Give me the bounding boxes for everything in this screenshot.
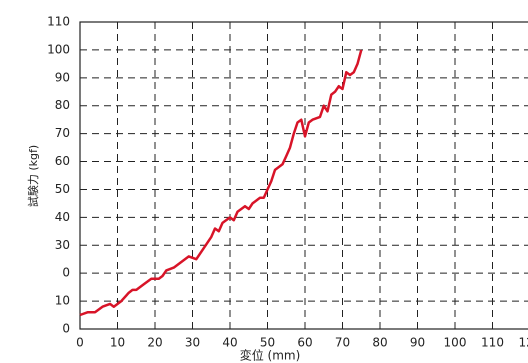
y-tick-label: 100 [47,42,70,56]
y-tick-label: 0 [62,266,70,280]
y-tick-label: 80 [55,98,70,112]
x-tick-label: 10 [110,336,125,350]
x-tick-label: 60 [297,336,312,350]
x-tick-label: 70 [335,336,350,350]
x-tick-label: 0 [76,336,84,350]
x-tick-label: 50 [260,336,275,350]
x-tick-label: 30 [185,336,200,350]
y-tick-label: 40 [55,210,70,224]
y-tick-label: 0 [62,322,70,336]
y-tick-label: 90 [55,70,70,84]
y-tick-label: 70 [55,126,70,140]
y-axis-title: 試験力 (kgf) [26,145,40,207]
y-tick-label: 30 [55,238,70,252]
x-tick-label: 80 [372,336,387,350]
x-tick-label: 90 [410,336,425,350]
x-axis-title: 変位 (mm) [240,348,301,363]
y-tick-label: 110 [47,15,70,29]
y-tick-label: 10 [55,294,70,308]
data-line [79,49,363,317]
y-tick-label: 60 [55,154,70,168]
x-tick-label: 100 [444,336,467,350]
x-tick-label: 120 [519,336,528,350]
x-tick-label: 20 [147,336,162,350]
plot-frame [79,21,528,330]
x-tick-label: 40 [222,336,237,350]
x-tick-label: 110 [481,336,504,350]
y-tick-label: 50 [55,182,70,196]
